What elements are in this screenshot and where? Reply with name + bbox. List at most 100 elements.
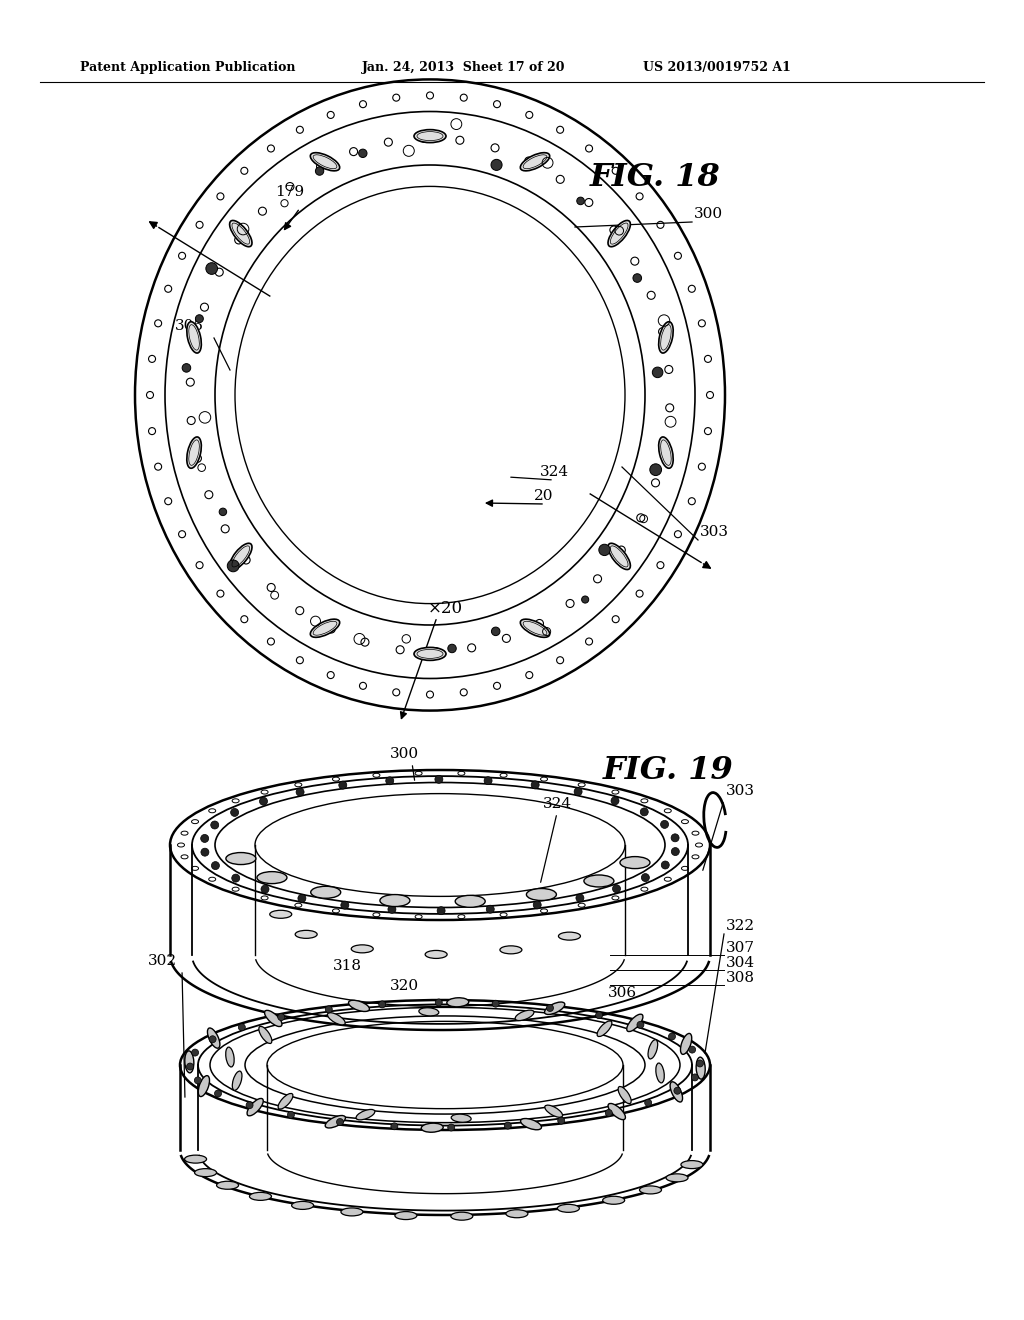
Circle shape [674, 1088, 681, 1094]
Text: 306: 306 [608, 986, 637, 1001]
Circle shape [315, 166, 324, 176]
Ellipse shape [356, 1109, 375, 1119]
Ellipse shape [515, 1010, 534, 1020]
Ellipse shape [226, 853, 256, 865]
Text: 303: 303 [700, 525, 729, 539]
Ellipse shape [257, 871, 287, 883]
Ellipse shape [545, 1002, 565, 1015]
Circle shape [447, 644, 457, 652]
Ellipse shape [269, 911, 292, 919]
Ellipse shape [620, 857, 650, 869]
Ellipse shape [208, 1028, 220, 1048]
Ellipse shape [520, 619, 550, 638]
Text: 300: 300 [390, 747, 419, 762]
Ellipse shape [608, 1104, 626, 1119]
Ellipse shape [225, 1047, 234, 1067]
Ellipse shape [395, 1212, 417, 1220]
Circle shape [582, 597, 589, 603]
Ellipse shape [380, 895, 410, 907]
Ellipse shape [666, 1173, 688, 1181]
Text: Patent Application Publication: Patent Application Publication [80, 62, 296, 74]
Circle shape [660, 821, 669, 829]
Ellipse shape [414, 129, 446, 143]
Ellipse shape [186, 437, 202, 469]
Circle shape [612, 884, 621, 892]
Circle shape [447, 1125, 455, 1131]
Ellipse shape [419, 1007, 439, 1016]
Text: 307: 307 [726, 941, 755, 954]
Circle shape [611, 797, 618, 805]
Ellipse shape [658, 322, 673, 352]
Ellipse shape [456, 895, 485, 907]
Ellipse shape [310, 619, 340, 638]
Ellipse shape [681, 1034, 692, 1055]
Circle shape [641, 874, 649, 882]
Circle shape [672, 847, 679, 855]
Circle shape [435, 999, 442, 1006]
Text: 179: 179 [275, 185, 304, 199]
Circle shape [596, 1011, 602, 1019]
Text: US 2013/0019752 A1: US 2013/0019752 A1 [643, 62, 791, 74]
Circle shape [201, 834, 209, 842]
Circle shape [219, 508, 226, 516]
Text: 20: 20 [534, 488, 554, 503]
Circle shape [211, 862, 219, 870]
Ellipse shape [648, 1040, 657, 1059]
Ellipse shape [558, 932, 581, 940]
Circle shape [386, 776, 394, 785]
Circle shape [388, 906, 396, 913]
Circle shape [574, 788, 582, 796]
Circle shape [633, 273, 642, 282]
Circle shape [186, 1063, 194, 1071]
Circle shape [671, 834, 679, 842]
Circle shape [490, 160, 502, 170]
Ellipse shape [414, 647, 446, 660]
Ellipse shape [545, 1105, 562, 1117]
Ellipse shape [351, 945, 373, 953]
Circle shape [239, 1024, 246, 1031]
Circle shape [437, 907, 445, 915]
Circle shape [298, 895, 306, 903]
Ellipse shape [292, 1201, 313, 1209]
Text: 308: 308 [726, 972, 755, 985]
Circle shape [201, 849, 209, 857]
Circle shape [358, 149, 367, 157]
Circle shape [575, 894, 584, 902]
Text: 320: 320 [390, 979, 419, 993]
Ellipse shape [186, 322, 202, 352]
Circle shape [531, 781, 540, 789]
Circle shape [209, 1036, 216, 1043]
Text: ×20: ×20 [428, 601, 463, 616]
Circle shape [689, 1045, 695, 1053]
Ellipse shape [295, 931, 317, 939]
Circle shape [696, 1060, 703, 1067]
Text: 303: 303 [726, 784, 755, 799]
Ellipse shape [526, 888, 556, 900]
Circle shape [195, 1077, 202, 1084]
Text: 305: 305 [175, 319, 204, 333]
Circle shape [278, 1014, 285, 1020]
Ellipse shape [232, 1071, 242, 1090]
Circle shape [259, 797, 267, 805]
Text: 324: 324 [540, 465, 569, 479]
Circle shape [493, 1001, 499, 1007]
Circle shape [191, 1049, 199, 1056]
Circle shape [211, 821, 219, 829]
Circle shape [391, 1123, 398, 1130]
Ellipse shape [184, 1155, 207, 1163]
Ellipse shape [557, 1204, 580, 1212]
Ellipse shape [451, 1212, 473, 1220]
Circle shape [504, 1122, 511, 1129]
Ellipse shape [608, 544, 631, 569]
Circle shape [605, 1109, 612, 1117]
Circle shape [669, 1034, 676, 1040]
Ellipse shape [640, 1185, 662, 1193]
Ellipse shape [696, 1057, 706, 1080]
Circle shape [196, 314, 204, 322]
Ellipse shape [584, 875, 614, 887]
Circle shape [246, 1102, 253, 1109]
Circle shape [231, 874, 240, 882]
Circle shape [534, 900, 542, 909]
Ellipse shape [184, 1051, 194, 1073]
Ellipse shape [655, 1063, 665, 1082]
